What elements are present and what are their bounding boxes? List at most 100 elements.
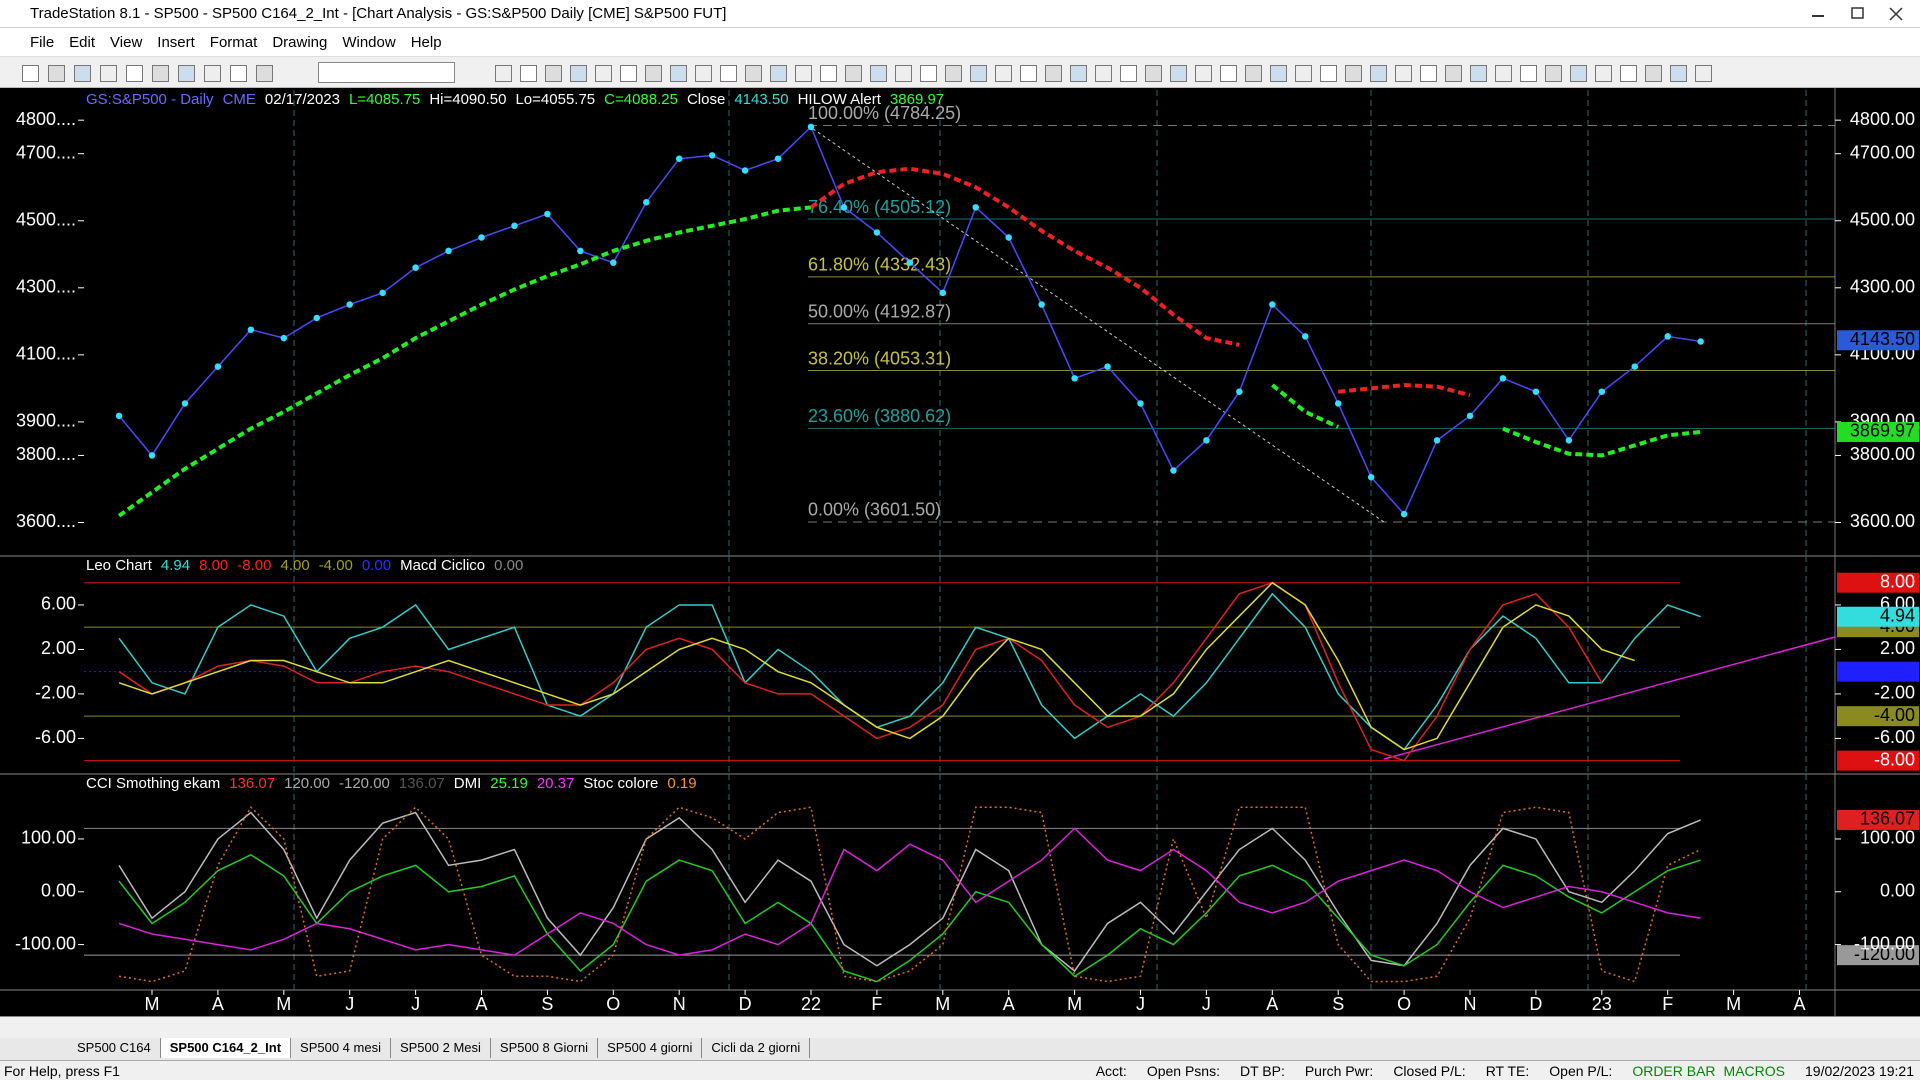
toolbar-button[interactable] bbox=[495, 65, 512, 82]
window-controls[interactable] bbox=[1790, 0, 1920, 28]
toolbar-button[interactable] bbox=[1070, 65, 1087, 82]
toolbar-button[interactable] bbox=[1345, 65, 1362, 82]
toolbar-button[interactable] bbox=[22, 65, 39, 82]
toolbar-button[interactable] bbox=[1595, 65, 1612, 82]
workspace-tab[interactable]: SP500 8 Giorni bbox=[491, 1038, 599, 1058]
y-tick-label: 4700.00 bbox=[1850, 142, 1915, 162]
toolbar-button[interactable] bbox=[945, 65, 962, 82]
menu-item[interactable]: Window bbox=[342, 34, 396, 51]
toolbar-button[interactable] bbox=[1520, 65, 1537, 82]
x-tick-label: 23 bbox=[1592, 994, 1612, 1014]
toolbar-button[interactable] bbox=[1145, 65, 1162, 82]
fib-label: 50.00% (4192.87) bbox=[808, 301, 951, 321]
toolbar-button[interactable] bbox=[795, 65, 812, 82]
toolbar-button[interactable] bbox=[1495, 65, 1512, 82]
toolbar-button[interactable] bbox=[1395, 65, 1412, 82]
menu-item[interactable]: Help bbox=[410, 34, 442, 51]
x-tick-label: N bbox=[673, 994, 686, 1014]
toolbar-button[interactable] bbox=[1095, 65, 1112, 82]
series-line bbox=[809, 166, 1471, 398]
x-tick-label: J bbox=[1136, 994, 1145, 1014]
menu-item[interactable]: File bbox=[30, 34, 55, 51]
header-text: 3869.97 bbox=[889, 91, 945, 108]
menu-item[interactable]: View bbox=[110, 34, 143, 51]
toolbar-button[interactable] bbox=[126, 65, 143, 82]
toolbar-button[interactable] bbox=[545, 65, 562, 82]
level-label: 0.00 bbox=[1880, 660, 1915, 680]
toolbar-button[interactable] bbox=[820, 65, 837, 82]
x-tick-label: O bbox=[606, 994, 620, 1014]
menu-item[interactable]: Insert bbox=[157, 34, 195, 51]
toolbar-button[interactable] bbox=[178, 65, 195, 82]
toolbar-button[interactable] bbox=[1245, 65, 1262, 82]
toolbar-button[interactable] bbox=[1570, 65, 1587, 82]
toolbar-button[interactable] bbox=[570, 65, 587, 82]
order-bar-button[interactable]: ORDER BAR bbox=[1632, 1063, 1716, 1079]
toolbar-button[interactable] bbox=[695, 65, 712, 82]
toolbar-button[interactable] bbox=[1020, 65, 1037, 82]
fib-label: 100.00% (4784.25) bbox=[808, 103, 961, 123]
toolbar-button[interactable] bbox=[1270, 65, 1287, 82]
toolbar-button[interactable] bbox=[1695, 65, 1712, 82]
toolbar-button[interactable] bbox=[970, 65, 987, 82]
workspace-tab[interactable]: SP500 C164 bbox=[68, 1038, 161, 1058]
toolbar-button[interactable] bbox=[74, 65, 91, 82]
toolbar-button[interactable] bbox=[1195, 65, 1212, 82]
menu-item[interactable]: Edit bbox=[69, 34, 96, 51]
fib-label: 0.00% (3601.50) bbox=[808, 500, 941, 520]
toolbar-button[interactable] bbox=[230, 65, 247, 82]
toolbar-button[interactable] bbox=[1420, 65, 1437, 82]
horizontal-scrollbar[interactable] bbox=[0, 1016, 1920, 1038]
toolbar-button[interactable] bbox=[1295, 65, 1312, 82]
level-box bbox=[1837, 661, 1919, 682]
toolbar-button[interactable] bbox=[1320, 65, 1337, 82]
toolbar-button[interactable] bbox=[920, 65, 937, 82]
toolbar-button[interactable] bbox=[520, 65, 537, 82]
toolbar-button[interactable] bbox=[48, 65, 65, 82]
toolbar-button[interactable] bbox=[1645, 65, 1662, 82]
workspace-tab[interactable]: SP500 C164_2_Int bbox=[160, 1038, 292, 1058]
toolbar-button[interactable] bbox=[595, 65, 612, 82]
toolbar-button[interactable] bbox=[995, 65, 1012, 82]
workspace-tab[interactable]: Cicli da 2 giorni bbox=[702, 1038, 811, 1058]
workspace-tab[interactable]: SP500 2 Mesi bbox=[391, 1038, 491, 1058]
toolbar-button[interactable] bbox=[720, 65, 737, 82]
toolbar-button[interactable] bbox=[745, 65, 762, 82]
toolbar-button[interactable] bbox=[620, 65, 637, 82]
toolbar-button[interactable] bbox=[895, 65, 912, 82]
status-field: Acct: bbox=[1095, 1063, 1127, 1079]
y-tick-label: -100.00 bbox=[1854, 933, 1915, 953]
toolbar-button[interactable] bbox=[770, 65, 787, 82]
macros-button[interactable]: MACROS bbox=[1723, 1063, 1785, 1079]
toolbar-button[interactable] bbox=[1670, 65, 1687, 82]
toolbar-button[interactable] bbox=[1445, 65, 1462, 82]
status-field: Open P/L: bbox=[1549, 1063, 1613, 1079]
workspace-tab[interactable]: SP500 4 mesi bbox=[291, 1038, 391, 1058]
toolbar-button[interactable] bbox=[1045, 65, 1062, 82]
x-tick-label: M bbox=[145, 994, 160, 1014]
toolbar-button[interactable] bbox=[1470, 65, 1487, 82]
header-text: HILOW Alert bbox=[797, 91, 881, 108]
toolbar-button[interactable] bbox=[152, 65, 169, 82]
toolbar-button[interactable] bbox=[1620, 65, 1637, 82]
x-tick-label: S bbox=[541, 994, 553, 1014]
symbol-combo[interactable] bbox=[318, 62, 455, 83]
toolbar-button[interactable] bbox=[204, 65, 221, 82]
toolbar-button[interactable] bbox=[1370, 65, 1387, 82]
toolbar-button[interactable] bbox=[100, 65, 117, 82]
toolbar-button[interactable] bbox=[1545, 65, 1562, 82]
toolbar-button[interactable] bbox=[670, 65, 687, 82]
toolbar-button[interactable] bbox=[1170, 65, 1187, 82]
workspace-tab[interactable]: SP500 4 giorni bbox=[598, 1038, 703, 1058]
toolbar-button[interactable] bbox=[870, 65, 887, 82]
menu-item[interactable]: Format bbox=[209, 34, 258, 51]
menu-item[interactable]: Drawing bbox=[272, 34, 328, 51]
toolbar-button[interactable] bbox=[645, 65, 662, 82]
toolbar-button[interactable] bbox=[1120, 65, 1137, 82]
toolbar-button[interactable] bbox=[845, 65, 862, 82]
header-text: DMI bbox=[453, 775, 482, 792]
toolbar-button[interactable] bbox=[256, 65, 273, 82]
header-text: Hi=4090.50 bbox=[429, 91, 507, 108]
toolbar-button[interactable] bbox=[1220, 65, 1237, 82]
y-tick-label-left: 2.00 bbox=[41, 638, 76, 658]
